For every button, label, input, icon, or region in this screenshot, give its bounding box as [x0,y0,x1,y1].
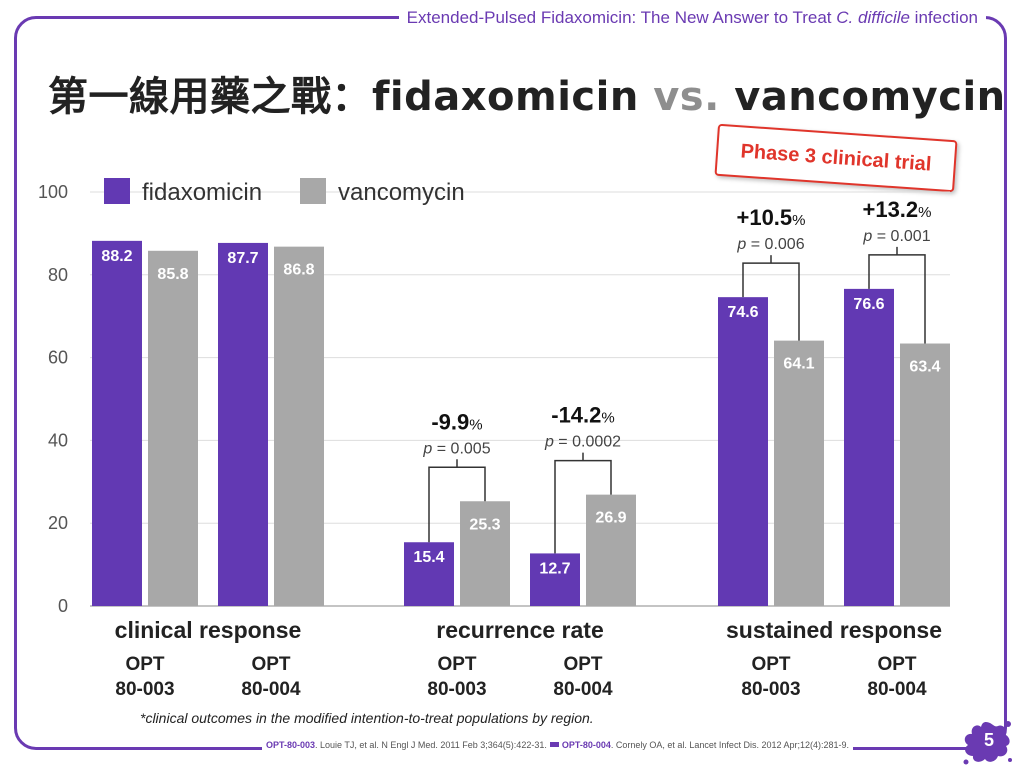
references: OPT-80-003. Louie TJ, et al. N Engl J Me… [262,740,854,750]
difference-label: -9.9% [431,409,482,434]
group-label: recurrence rate [436,617,604,643]
bar-value-label: 63.4 [909,359,940,376]
footnote: *clinical outcomes in the modified inten… [140,710,594,726]
bar-vancomycin [900,343,950,606]
bar-value-label: 74.6 [727,304,758,321]
legend-label: fidaxomicin [142,179,262,206]
bar-fidaxomicin [718,297,768,606]
y-tick-label: 60 [48,348,68,368]
difference-label: +10.5% [736,205,805,230]
study-label: 80-004 [867,679,927,700]
bar-value-label: 15.4 [413,549,444,566]
bar-value-label: 26.9 [595,510,626,527]
bar-vancomycin [460,501,510,606]
bar-value-label: 85.8 [157,266,188,283]
bar-value-label: 88.2 [101,248,132,265]
study-label: 80-003 [427,679,486,700]
bar-value-label: 64.1 [783,356,814,373]
study-label: 80-003 [115,679,174,700]
y-tick-label: 20 [48,513,68,533]
study-label: OPT [251,654,290,675]
legend-swatch [104,178,130,204]
slide-header: Extended-Pulsed Fidaxomicin: The New Ans… [398,8,986,28]
bar-fidaxomicin [530,553,580,606]
p-value-label: p = 0.001 [862,228,930,245]
legend-swatch [300,178,326,204]
bar-fidaxomicin [218,242,268,606]
legend-label: vancomycin [338,179,465,206]
study-label: OPT [563,654,602,675]
page-number: 5 [983,730,994,750]
difference-label: +13.2% [862,197,931,222]
bar-value-label: 87.7 [227,250,258,267]
study-label: 80-004 [553,679,613,700]
bar-vancomycin [274,246,324,606]
study-label: OPT [437,654,476,675]
bar-fidaxomicin [92,240,142,607]
study-label: 80-003 [741,679,800,700]
bar-value-label: 25.3 [469,516,500,533]
study-label: OPT [125,654,164,675]
p-value-label: p = 0.006 [736,236,804,253]
y-tick-label: 80 [48,265,68,285]
bar-value-label: 86.8 [283,262,314,279]
study-label: 80-004 [241,679,301,700]
bar-vancomycin [148,250,198,606]
bar-fidaxomicin [844,288,894,606]
bar-value-label: 12.7 [539,560,570,577]
y-tick-label: 40 [48,430,68,450]
p-value-label: p = 0.005 [422,440,490,457]
bar-vancomycin [586,494,636,606]
splat-badge-icon [963,721,1012,765]
p-value-label: p = 0.0002 [544,434,621,451]
y-tick-label: 0 [58,596,68,616]
y-tick-label: 100 [38,182,68,202]
legend-swatch-icon [549,742,559,747]
group-label: clinical response [115,617,302,643]
study-label: OPT [877,654,916,675]
group-label: sustained response [726,617,942,643]
slide-title: 第一線用藥之戰：fidaxomicin vs. vancomycin [48,74,1006,120]
bar-value-label: 76.6 [853,296,884,313]
difference-label: -14.2% [551,403,615,428]
study-label: OPT [751,654,790,675]
bar-vancomycin [774,340,824,606]
bar-fidaxomicin [404,542,454,606]
